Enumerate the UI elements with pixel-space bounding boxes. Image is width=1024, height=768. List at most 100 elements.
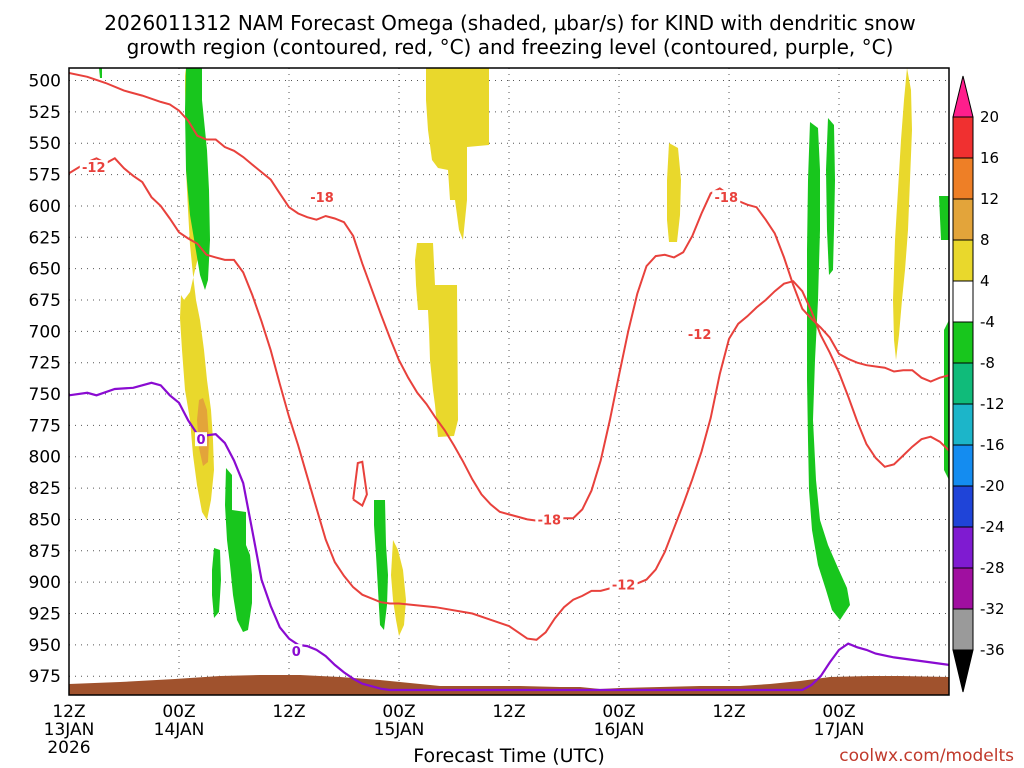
colorbar-label: -20 (980, 477, 1005, 495)
contour-label-background (290, 644, 303, 659)
pressure-tick-label: 800 (29, 448, 61, 468)
colorbar-label: -16 (980, 436, 1005, 454)
colorbar-label: -32 (980, 600, 1005, 618)
dgz-minus18-contour (69, 72, 949, 523)
contour-labels: -12 -18 -18 -12 -18 -12 0 0 (79, 160, 741, 660)
pressure-tick-label: 650 (29, 260, 61, 280)
contour-label: 0 (196, 433, 205, 448)
pressure-tick-label: 875 (29, 542, 61, 562)
omega-green-region (939, 196, 949, 240)
contour-label-background (685, 326, 714, 341)
colorbar-label: -24 (980, 518, 1005, 536)
omega-green-region (185, 68, 210, 290)
omega-orange-core (197, 398, 209, 466)
colorbar-cell (952, 526, 974, 569)
contour-label: 0 (292, 645, 301, 660)
pressure-tick-label: 500 (29, 72, 61, 92)
time-tick-label: 12Z (492, 702, 525, 722)
colorbar-label: -4 (980, 313, 995, 331)
omega-yellow-region (893, 68, 912, 360)
omega-shading (99, 68, 949, 636)
time-tick-label: 00Z (162, 702, 195, 722)
time-axis: 12Z 13JAN 2026 00Z 14JAN 12Z 00Z 15JAN 1… (44, 702, 865, 758)
plot-frame (68, 67, 950, 696)
contour-label: -12 (688, 328, 712, 343)
contour-label-background (79, 160, 108, 175)
omega-colorbar: 20 16 12 8 4 -4 -8 -12 -16 -20 -24 -28 -… (952, 75, 1005, 693)
colorbar-cell (952, 198, 974, 241)
colorbar-cell (952, 239, 974, 282)
colorbar-cell (952, 567, 974, 610)
colorbar-cell (952, 608, 974, 651)
omega-yellow-region (391, 540, 406, 636)
time-tick-date: 14JAN (154, 720, 205, 740)
colorbar-label: -28 (980, 559, 1005, 577)
pressure-axis: 500 525 550 575 600 625 650 675 700 725 … (29, 72, 61, 688)
pressure-tick-label: 725 (29, 354, 61, 374)
colorbar-label: -36 (980, 641, 1005, 659)
omega-green-region (99, 68, 102, 78)
pressure-tick-label: 550 (29, 134, 61, 154)
omega-green-region (225, 468, 252, 632)
pressure-tick-label: 750 (29, 385, 61, 405)
time-tick-label: 12Z (712, 702, 745, 722)
omega-green-region (826, 118, 835, 275)
time-tick-label: 00Z (382, 702, 415, 722)
colorbar-cell (952, 321, 974, 364)
contour-label-background (609, 577, 638, 592)
contour-label: -18 (715, 191, 739, 206)
chart-title-line-2: growth region (contoured, red, °C) and f… (127, 35, 894, 59)
time-tick-date: 15JAN (374, 720, 425, 740)
pressure-tick-label: 975 (29, 667, 61, 687)
pressure-tick-label: 575 (29, 166, 61, 186)
freezing-level-contour (69, 381, 949, 692)
omega-yellow-region (426, 68, 489, 240)
time-tick-label: 00Z (602, 702, 635, 722)
pressure-tick-label: 525 (29, 103, 61, 123)
colorbar-label: 4 (980, 272, 990, 290)
contour-label-background (712, 190, 741, 205)
pressure-tick-label: 700 (29, 322, 61, 342)
colorbar-bottom-arrow (952, 649, 974, 693)
colorbar-label: 8 (980, 231, 990, 249)
contour-label-background (535, 512, 564, 527)
colorbar-label: 20 (980, 108, 999, 126)
time-tick-year: 2026 (47, 738, 90, 758)
contour-label: -18 (310, 191, 334, 206)
contour-label-background (308, 190, 336, 205)
contour-label-background (195, 432, 207, 447)
time-tick-label: 12Z (272, 702, 305, 722)
pressure-tick-label: 850 (29, 510, 61, 530)
contours (69, 72, 949, 692)
pressure-tick-label: 925 (29, 604, 61, 624)
time-tick-label: 12Z (52, 702, 85, 722)
omega-green-region (212, 548, 221, 618)
credit-text: coolwx.com/modelts (839, 746, 1014, 766)
time-tick-label: 00Z (822, 702, 855, 722)
time-tick-date: 13JAN (44, 720, 95, 740)
pressure-tick-label: 625 (29, 228, 61, 248)
time-tick-date: 17JAN (814, 720, 865, 740)
colorbar-cell (952, 444, 974, 487)
colorbar-cell (952, 280, 974, 323)
colorbar-cell (952, 403, 974, 446)
contour-label: -12 (82, 161, 106, 176)
omega-green-region (944, 320, 949, 480)
x-axis-title: Forecast Time (UTC) (413, 745, 604, 767)
chart-title-line-1: 2026011312 NAM Forecast Omega (shaded, μ… (104, 11, 915, 35)
colorbar-cell (952, 157, 974, 200)
colorbar-label: -8 (980, 354, 995, 372)
colorbar-cell (952, 362, 974, 405)
pressure-tick-label: 775 (29, 416, 61, 436)
dgz-minus12-contour-closed (352, 460, 368, 508)
pressure-tick-label: 825 (29, 479, 61, 499)
colorbar-cell (952, 485, 974, 528)
pressure-tick-label: 950 (29, 636, 61, 656)
colorbar-label: 16 (980, 149, 999, 167)
omega-green-region (374, 500, 388, 630)
omega-yellow-region (667, 143, 681, 242)
contour-label: -12 (612, 579, 636, 594)
pressure-tick-label: 675 (29, 291, 61, 311)
pressure-tick-label: 900 (29, 573, 61, 593)
